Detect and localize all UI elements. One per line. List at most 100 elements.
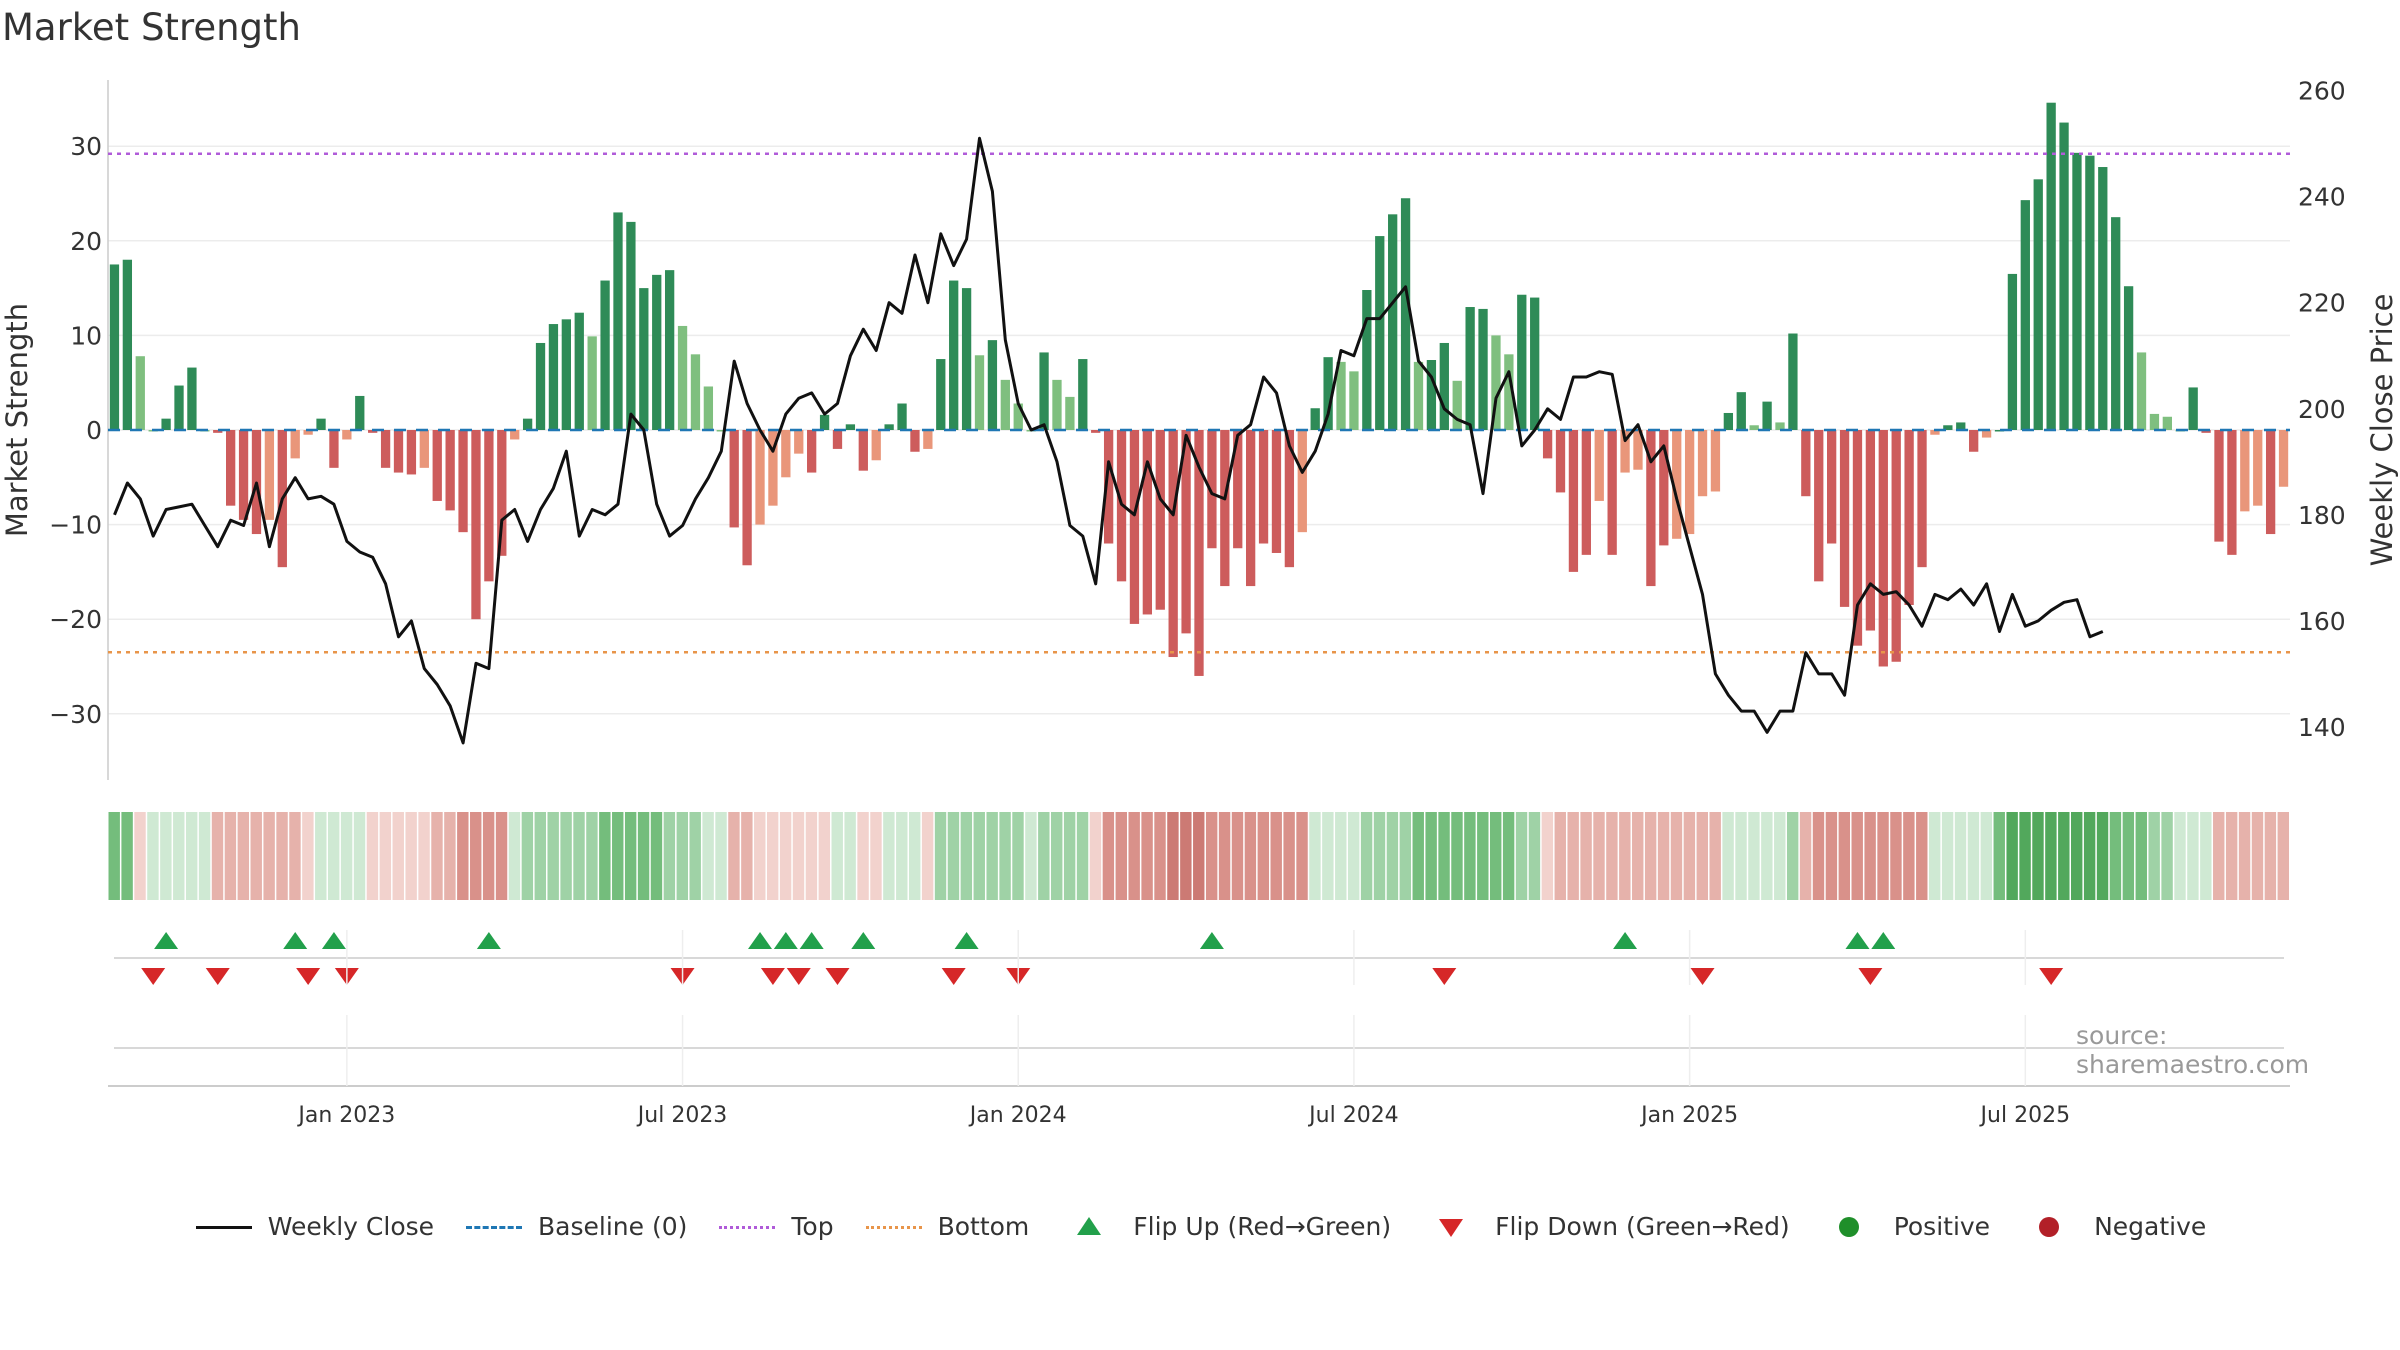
strength-bar — [419, 430, 429, 468]
strength-bar — [548, 324, 559, 430]
heat-cell — [134, 812, 146, 900]
y2-tick-label: 160 — [2298, 607, 2346, 636]
heat-cell — [250, 812, 262, 900]
strength-bar — [1491, 335, 1501, 430]
y-tick-label: −30 — [49, 700, 102, 729]
strength-bar — [1362, 290, 1372, 430]
heat-cell — [1257, 812, 1270, 900]
heat-cell — [1554, 812, 1566, 900]
triangle-up-icon — [1059, 1216, 1119, 1237]
heat-cell — [2058, 812, 2070, 900]
flip-down-marker — [941, 968, 966, 985]
flip-down-marker — [1690, 968, 1715, 985]
heat-cell — [1012, 812, 1024, 900]
heat-cell — [289, 812, 301, 900]
flip-up-marker — [773, 932, 798, 949]
strength-bar — [406, 430, 417, 475]
heat-cell — [211, 812, 224, 900]
strength-bar — [1956, 422, 1966, 430]
strength-bar — [226, 430, 236, 506]
strength-bar — [845, 424, 856, 430]
heat-cell — [1089, 812, 1102, 900]
strength-bar — [1878, 430, 1888, 667]
heat-cell — [1580, 812, 1592, 900]
heat-cell — [2225, 812, 2238, 900]
heat-cell — [1360, 812, 1373, 900]
legend-label: Weekly Close — [267, 1212, 435, 1241]
strength-bar — [1646, 430, 1656, 587]
strength-bar — [1065, 396, 1075, 430]
strength-bar — [1478, 308, 1488, 430]
strength-bar — [2240, 430, 2250, 512]
strength-bar — [1943, 425, 1953, 430]
strength-bar — [755, 430, 765, 525]
heat-cell — [1451, 812, 1463, 900]
flip-up-marker — [283, 932, 308, 949]
strength-bar — [1891, 430, 1901, 662]
heat-cell — [392, 812, 404, 900]
strength-bar — [1530, 297, 1540, 430]
strength-bar — [1142, 430, 1153, 615]
heat-cell — [1438, 812, 1450, 900]
flip-down-marker — [760, 968, 785, 985]
y-tick-label: −20 — [49, 605, 102, 634]
heat-cell — [2213, 812, 2225, 900]
strength-bar — [897, 403, 907, 430]
flip-up-marker — [748, 932, 773, 949]
heat-cell — [1502, 812, 1515, 900]
y2-tick-label: 260 — [2298, 77, 2346, 106]
heat-cell — [560, 812, 572, 900]
strength-bar — [471, 430, 481, 620]
heat-cell — [1670, 812, 1683, 900]
heat-cell — [1425, 812, 1437, 900]
heat-cell — [1038, 812, 1050, 900]
heat-cell — [276, 812, 288, 900]
strength-bar — [316, 418, 326, 430]
x-tick-label: Jul 2025 — [1979, 1103, 2071, 1128]
strength-bar — [510, 430, 520, 440]
legend-item-top: Top — [717, 1212, 834, 1241]
heat-cell — [2148, 812, 2160, 900]
strength-bar — [1452, 380, 1462, 430]
strength-bar — [213, 430, 223, 433]
x-axis: Jan 2023 Jul 2023 Jan 2024 Jul 2024 Jan 2025… — [108, 930, 2290, 1128]
strength-bar — [910, 430, 920, 452]
flip-down-marker — [1858, 968, 1883, 985]
strength-bar — [1788, 333, 1798, 430]
heat-cell — [224, 812, 237, 900]
flip-down-marker — [786, 968, 811, 985]
heat-cell — [1890, 812, 1902, 900]
strength-bar — [1697, 430, 1708, 497]
heat-cell — [302, 812, 314, 900]
heat-cell — [1761, 812, 1773, 900]
strength-bar — [1749, 425, 1759, 430]
heat-cell — [1218, 812, 1231, 900]
heat-cell — [754, 812, 766, 900]
strength-bar — [1129, 430, 1140, 624]
strength-bar — [974, 355, 985, 430]
heat-cell — [1102, 812, 1115, 900]
heat-cell — [766, 812, 779, 900]
heat-cell — [2109, 812, 2122, 900]
heat-cell — [2096, 812, 2109, 900]
strength-bar — [1607, 430, 1617, 555]
chart-title: Market Strength — [2, 6, 301, 49]
strength-bar — [1465, 307, 1475, 430]
x-tick-label: Jan 2025 — [1639, 1103, 1738, 1128]
heat-cell — [1283, 812, 1295, 900]
heat-cell — [870, 812, 882, 900]
heat-cell — [1916, 812, 1928, 900]
heat-cell — [1025, 812, 1037, 900]
strength-bar — [742, 430, 752, 566]
strength-bar — [238, 430, 249, 520]
strength-bar — [987, 340, 998, 430]
heat-cell — [2174, 812, 2186, 900]
heat-cell — [715, 812, 727, 900]
heat-cell — [663, 812, 676, 900]
strength-bar — [1439, 342, 1449, 430]
heat-cell — [508, 812, 521, 900]
heat-cell — [1786, 812, 1799, 900]
strength-bar — [1736, 392, 1746, 430]
legend-item-flip-up: Flip Up (Red→Green) — [1059, 1212, 1391, 1241]
strength-bar — [677, 325, 688, 430]
